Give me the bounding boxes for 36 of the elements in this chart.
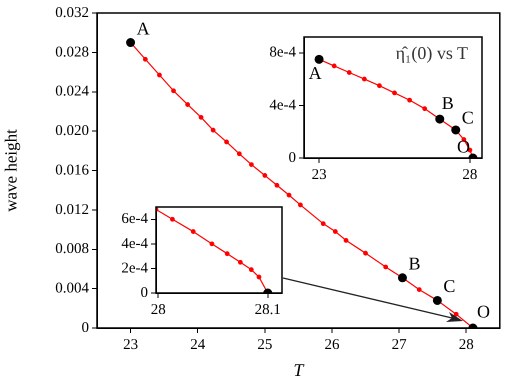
y-tick-label: 2e-4 [121,260,148,276]
y-tick-label: 4e-4 [121,236,148,252]
y-tick-label: 0.004 [55,280,90,297]
annotation: O [476,302,490,322]
y-tick-label: 8e-4 [269,44,296,61]
x-tick-label: 26 [324,336,340,353]
annotation: A [308,63,322,84]
annotation: η̂₁(0) vs T [396,43,468,63]
y-tick-label: 0 [82,320,89,336]
y-tick-label: 0 [288,150,296,166]
y-axis-title: wave height [2,128,21,212]
annotation: C [462,108,474,128]
annotation: B [408,254,420,274]
y-tick-label: 0.024 [55,84,90,100]
y-tick-label: 0.016 [55,162,90,178]
y-tick-label: 0 [140,284,148,301]
y-tick-label: 0.008 [55,241,89,258]
y-tick-label: 0.028 [55,44,89,60]
annotation: C [443,276,456,296]
y-tick-label: 6e-4 [121,211,148,228]
x-tick-label: 24 [190,336,206,353]
x-tick-label: 27 [392,336,408,353]
annotation: A [136,18,150,38]
y-tick-label: 0.020 [55,123,89,140]
x-tick-label: 23 [312,166,327,183]
x-tick-label: 28 [458,336,474,353]
x-axis-title: T [293,360,306,380]
annotation: B [442,92,454,113]
x-tick-label: 28 [150,302,166,318]
y-tick-label: 0.012 [55,202,89,218]
y-tick-label: 0.032 [55,4,89,21]
x-tick-label: 28 [462,166,478,183]
x-tick-label: 28.1 [254,302,281,318]
x-tick-label: 23 [123,336,138,353]
x-tick-label: 25 [257,336,272,353]
y-tick-label: 4e-4 [269,97,296,114]
